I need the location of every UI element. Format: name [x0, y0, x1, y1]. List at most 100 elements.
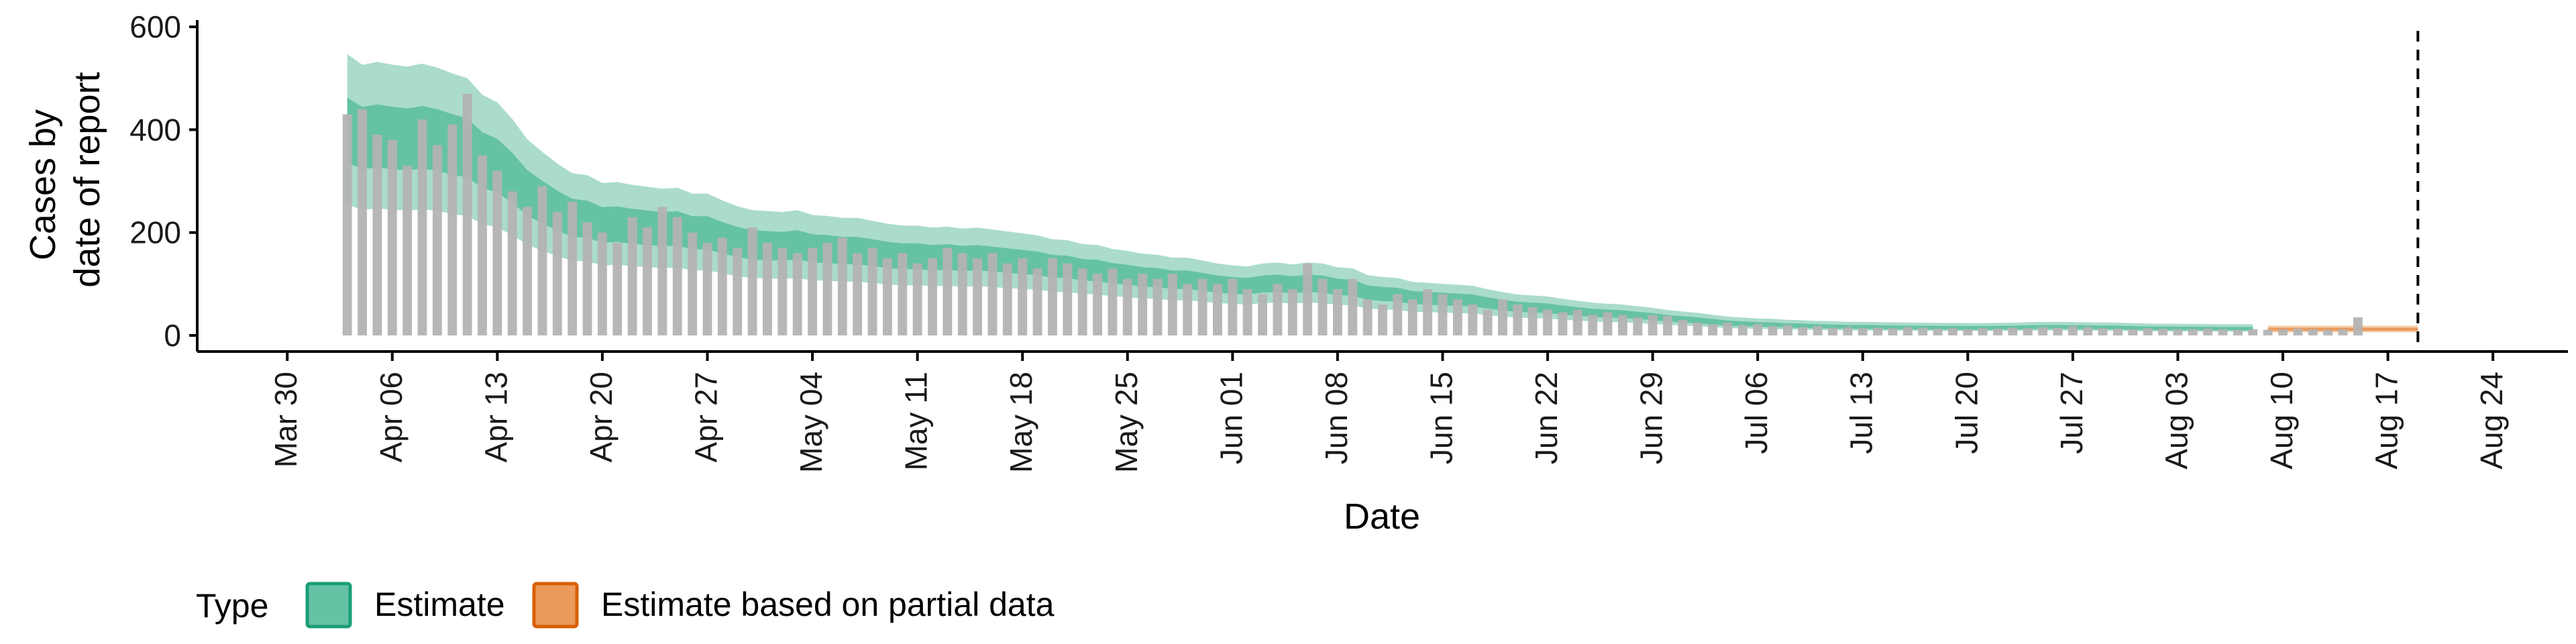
case-bar	[1918, 327, 1928, 335]
case-bar	[1047, 258, 1057, 335]
case-bar	[1843, 327, 1853, 335]
case-bar	[2248, 329, 2258, 335]
x-axis-ticks: Mar 30 Apr 06 Apr 13 Apr 20 Apr 27 May 04 May …	[268, 352, 2509, 473]
case-bar	[1888, 328, 1898, 335]
case-bar	[747, 227, 757, 335]
case-bar	[582, 222, 592, 335]
x-tick-label: May 18	[1004, 372, 1038, 473]
case-bar	[1527, 307, 1538, 335]
x-tick-label: Mar 30	[268, 372, 303, 468]
case-bar	[537, 186, 547, 335]
case-bar	[1648, 315, 1658, 335]
case-bar	[1798, 327, 1808, 335]
case-bar	[2068, 326, 2078, 335]
y-tick-label: 0	[164, 318, 181, 353]
case-bar	[2263, 329, 2273, 335]
case-bar	[898, 253, 908, 335]
case-bar	[568, 201, 578, 335]
legend-label-estimate: Estimate	[374, 586, 505, 623]
case-bar	[1002, 263, 1012, 335]
case-bar	[2053, 327, 2063, 335]
x-tick-label: Apr 20	[584, 372, 619, 463]
case-bar	[342, 114, 352, 336]
x-tick-label: Jul 13	[1844, 372, 1879, 454]
case-bar	[1588, 315, 1598, 335]
x-tick-label: May 04	[794, 372, 828, 473]
case-bar	[627, 217, 637, 335]
case-bar	[372, 135, 382, 335]
case-bar	[987, 253, 998, 335]
case-bar	[867, 248, 877, 335]
x-tick-label: May 25	[1109, 372, 1144, 473]
case-bar	[1332, 289, 1342, 335]
x-tick-label: May 11	[899, 372, 934, 470]
case-bar	[1242, 289, 1252, 335]
x-tick-label: Aug 03	[2159, 372, 2194, 470]
legend-label-partial: Estimate based on partial data	[601, 586, 1055, 623]
case-bar	[2353, 317, 2363, 335]
case-bar	[1077, 268, 1087, 335]
legend-swatch-estimate	[305, 582, 352, 629]
case-bar	[2038, 327, 2048, 335]
x-tick-label: Jul 06	[1739, 372, 1774, 454]
case-bar	[943, 248, 953, 335]
case-bar	[358, 109, 367, 335]
case-bar	[1948, 328, 1957, 335]
case-bar	[1828, 327, 1837, 335]
x-tick-label: Apr 13	[478, 372, 513, 463]
case-bar	[928, 258, 937, 335]
case-bar	[2203, 329, 2213, 335]
y-tick-label: 200	[129, 215, 181, 250]
case-bar	[1378, 305, 1387, 335]
case-bar	[2158, 329, 2168, 335]
case-bar	[2323, 329, 2333, 335]
case-bar	[2023, 328, 2033, 335]
case-bar	[507, 191, 517, 335]
case-bar	[432, 145, 442, 336]
x-tick-label: Jun 01	[1214, 372, 1248, 464]
case-bar	[2008, 327, 2018, 335]
case-bar	[912, 263, 922, 335]
case-bar	[2218, 329, 2228, 335]
x-tick-label: Apr 27	[688, 372, 723, 463]
case-bar	[1753, 324, 1763, 335]
x-tick-label: Aug 10	[2264, 372, 2299, 470]
case-bar	[2188, 329, 2198, 335]
y-tick-label: 600	[129, 9, 181, 44]
case-bar	[1993, 329, 2002, 335]
case-bar	[1348, 278, 1358, 335]
case-bar	[1018, 258, 1028, 335]
case-bar	[1708, 324, 1718, 335]
case-bar	[733, 248, 743, 335]
case-bar	[1138, 274, 1148, 335]
case-bar	[1603, 312, 1613, 335]
case-bar	[1633, 317, 1643, 335]
case-bar	[1213, 284, 1222, 335]
case-bar	[1873, 327, 1883, 335]
case-bar	[2233, 329, 2243, 335]
case-bar	[1963, 329, 1973, 335]
reported-case-bars	[342, 93, 2363, 336]
case-bar	[1933, 329, 1943, 335]
case-bar	[688, 232, 698, 335]
case-bar	[853, 253, 863, 335]
case-bar	[2173, 329, 2183, 335]
case-bar	[957, 253, 967, 335]
case-bar	[2293, 329, 2303, 335]
case-bar	[1258, 294, 1267, 335]
case-bar	[2113, 329, 2123, 335]
case-bar	[2278, 329, 2288, 335]
case-bar	[2143, 328, 2153, 335]
legend: Type Estimate Estimate based on partial …	[196, 582, 1055, 629]
estimate-inner-band	[347, 97, 2253, 331]
case-bar	[1902, 327, 1913, 335]
y-tick-label: 400	[129, 112, 181, 147]
case-bar	[2338, 329, 2348, 335]
case-bar	[837, 237, 847, 335]
case-bar	[1737, 325, 1748, 335]
case-bar	[2128, 329, 2138, 335]
x-tick-label: Jun 08	[1319, 372, 1354, 464]
case-bar	[1108, 268, 1118, 335]
case-bar	[523, 207, 533, 335]
